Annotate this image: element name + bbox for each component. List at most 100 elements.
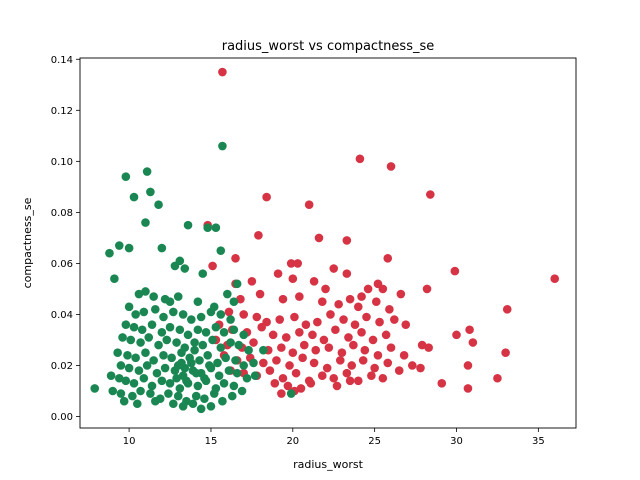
data-point <box>408 361 417 370</box>
data-point <box>129 192 139 202</box>
data-point <box>165 322 175 332</box>
plot-frame <box>79 57 577 429</box>
y-axis-ticks: 0.00 0.02 0.04 0.06 0.08 0.10 0.12 0.14 <box>51 55 80 423</box>
data-point <box>134 289 144 299</box>
data-point <box>357 328 366 337</box>
data-point <box>219 328 229 337</box>
data-point <box>437 379 447 388</box>
data-point <box>175 325 185 335</box>
data-point <box>142 167 152 176</box>
data-point <box>205 361 214 370</box>
y-axis-label: compactness_se <box>21 197 34 288</box>
data-point <box>324 343 334 352</box>
data-point <box>368 335 378 345</box>
data-point <box>172 338 181 347</box>
data-point <box>141 348 150 358</box>
data-point <box>304 200 314 210</box>
data-point <box>132 399 142 409</box>
data-point <box>295 292 304 301</box>
data-point <box>165 297 175 306</box>
data-point <box>416 363 425 373</box>
data-point <box>232 368 242 378</box>
data-point <box>123 350 132 360</box>
data-point <box>216 246 226 255</box>
data-point <box>119 396 129 406</box>
data-point <box>147 381 157 391</box>
data-point <box>378 284 388 294</box>
data-point <box>332 381 342 391</box>
data-point <box>147 320 157 329</box>
data-point <box>144 333 154 342</box>
data-point <box>200 373 209 383</box>
data-point <box>424 343 433 352</box>
data-point <box>268 330 278 340</box>
data-point <box>131 310 140 319</box>
data-point <box>383 254 393 263</box>
data-point <box>286 259 296 268</box>
data-point <box>334 299 343 309</box>
data-point <box>187 358 196 368</box>
data-point <box>465 325 474 335</box>
data-point <box>172 373 181 383</box>
data-point <box>124 302 134 312</box>
data-point <box>288 348 298 358</box>
data-point <box>146 187 155 197</box>
data-point <box>105 248 114 258</box>
data-point <box>216 343 226 352</box>
data-point <box>178 402 188 411</box>
data-point <box>214 371 224 380</box>
y-tick-label: 0.10 <box>51 157 73 168</box>
data-point <box>116 361 126 370</box>
data-point <box>196 404 206 414</box>
data-point <box>394 366 404 375</box>
data-point <box>188 399 198 409</box>
data-point <box>190 345 199 355</box>
y-tick-label: 0.06 <box>51 259 73 270</box>
data-point <box>493 373 502 383</box>
data-point <box>383 358 393 368</box>
data-point <box>229 297 239 306</box>
data-point <box>201 328 211 337</box>
data-point <box>278 294 288 304</box>
data-point <box>229 381 239 391</box>
data-point <box>134 366 144 375</box>
data-point <box>108 386 118 396</box>
data-point <box>357 292 366 301</box>
data-point <box>113 348 122 358</box>
data-point <box>229 325 239 335</box>
data-point <box>142 361 152 370</box>
data-point <box>139 373 149 383</box>
data-point <box>247 276 257 286</box>
data-point <box>213 358 222 368</box>
data-point <box>291 368 301 378</box>
data-point <box>154 200 163 210</box>
data-point <box>165 379 175 388</box>
data-point <box>309 358 319 368</box>
data-point <box>277 343 286 352</box>
data-point <box>162 335 172 345</box>
data-point <box>360 345 370 355</box>
data-point <box>319 335 329 345</box>
data-point <box>195 356 204 365</box>
data-point <box>169 399 178 409</box>
data-point <box>244 345 253 355</box>
data-point <box>221 353 230 363</box>
data-point <box>249 358 258 368</box>
data-point <box>353 302 363 312</box>
data-point <box>157 243 167 253</box>
data-point <box>317 371 327 380</box>
data-point <box>390 315 399 324</box>
data-point <box>124 243 134 253</box>
data-point <box>468 338 478 347</box>
series-1 <box>90 141 296 414</box>
data-point <box>226 315 235 324</box>
data-point <box>326 310 335 319</box>
data-point <box>136 386 145 396</box>
data-point <box>206 307 216 317</box>
data-point <box>342 269 352 278</box>
data-point <box>301 320 311 329</box>
data-point <box>129 322 139 332</box>
data-point <box>141 218 150 227</box>
data-point <box>285 361 294 370</box>
data-point <box>342 236 352 245</box>
